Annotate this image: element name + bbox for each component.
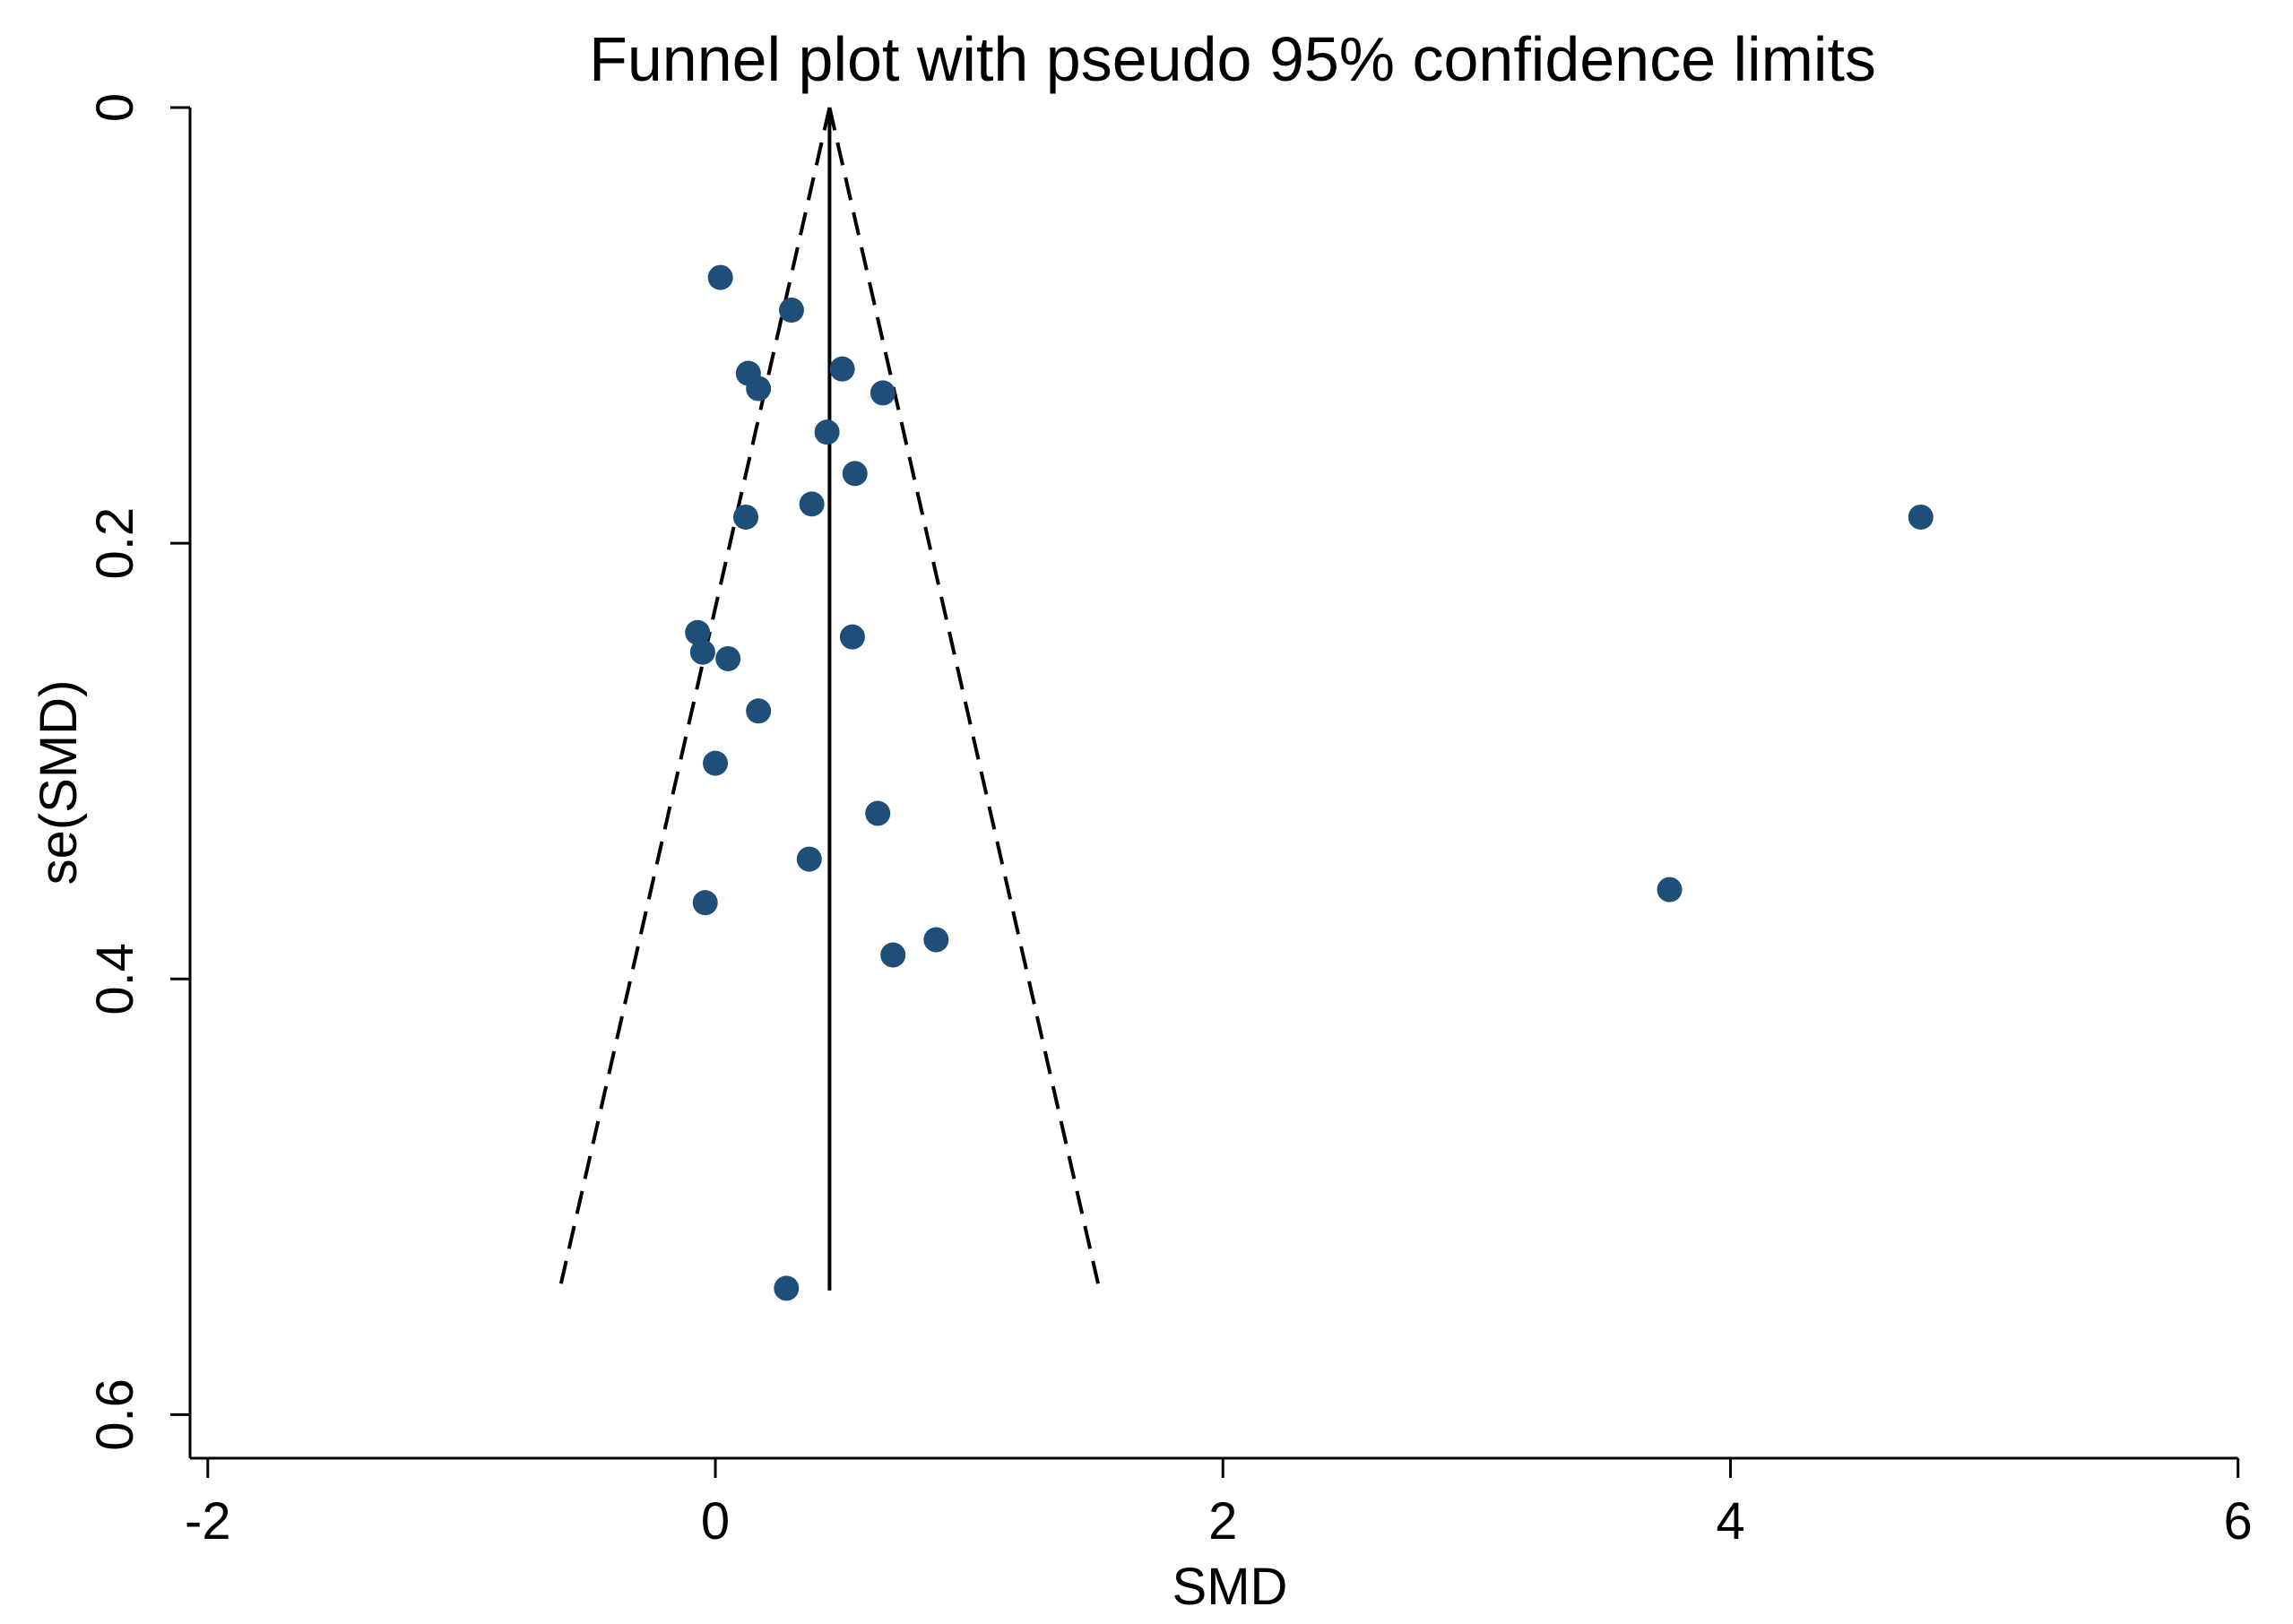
upper-confidence-limit (827, 107, 1102, 1291)
data-point (692, 890, 718, 916)
data-point (880, 942, 906, 968)
lower-confidence-limit (558, 107, 832, 1291)
axes: -2 0 2 4 6 0 0.2 0.4 0.6 (86, 93, 2253, 1551)
data-point (715, 645, 741, 671)
x-tick-label: 0 (701, 1492, 730, 1551)
y-tick-label: 0.2 (86, 507, 144, 580)
data-point (703, 750, 729, 776)
data-point (814, 419, 840, 445)
data-point (796, 846, 822, 872)
y-tick-label: 0.4 (86, 943, 144, 1015)
data-point (1657, 877, 1683, 903)
data-point (778, 298, 804, 324)
data-point (689, 639, 715, 665)
data-point (839, 624, 865, 650)
data-point (733, 504, 759, 530)
data-point (829, 356, 855, 382)
funnel-lines (558, 107, 1102, 1291)
x-tick-label: 4 (1716, 1492, 1744, 1551)
y-tick-label: 0 (86, 93, 144, 122)
data-point (799, 491, 825, 517)
x-axis-label: SMD (1172, 1558, 1288, 1616)
data-point (870, 380, 896, 406)
x-tick-label: 2 (1208, 1492, 1237, 1551)
chart-title: Funnel plot with pseudo 95% confidence l… (589, 24, 1876, 94)
data-point (865, 800, 891, 826)
data-point (746, 698, 772, 724)
y-axis-label: se(SMD) (30, 680, 88, 885)
data-point (923, 927, 949, 953)
y-tick-label: 0.6 (86, 1378, 144, 1451)
data-point (1908, 504, 1934, 530)
data-point (707, 264, 733, 290)
data-point (842, 461, 868, 487)
data-point (774, 1275, 800, 1301)
data-point (685, 619, 711, 645)
x-tick-label: -2 (185, 1492, 231, 1551)
data-point (746, 376, 772, 402)
data-points (685, 264, 1934, 1301)
x-tick-label: 6 (2224, 1492, 2253, 1551)
